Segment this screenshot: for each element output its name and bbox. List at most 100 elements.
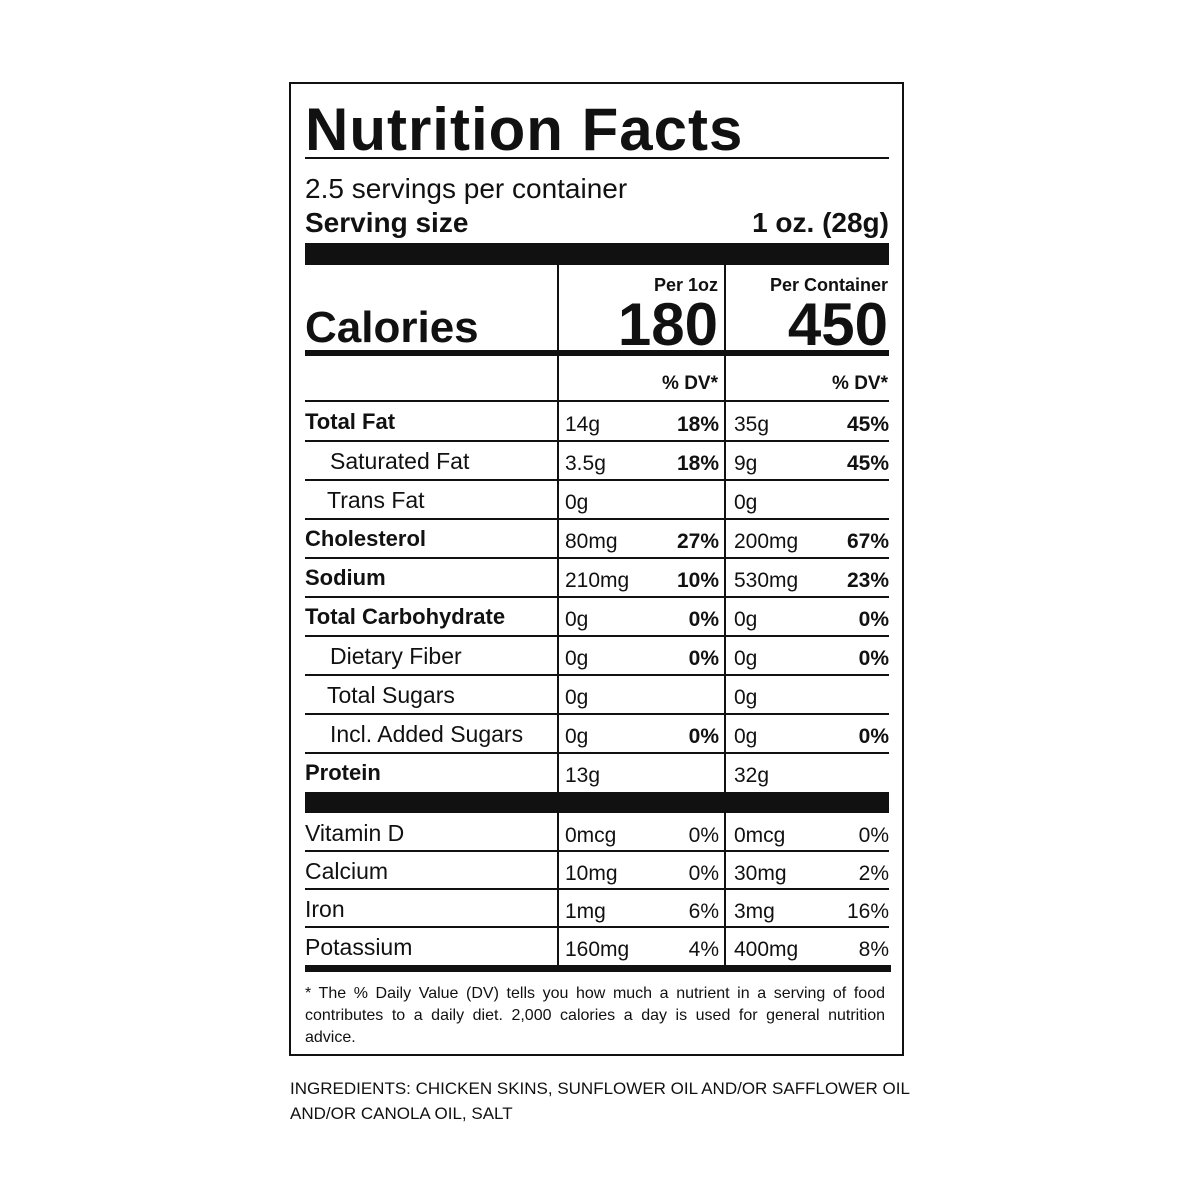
rule: [305, 888, 889, 890]
amount: 0mcg: [565, 824, 617, 847]
daily-value: 2%: [858, 862, 889, 885]
amount: 10mg: [565, 862, 618, 885]
amount: 1mg: [565, 900, 606, 923]
col-divider: [557, 265, 559, 350]
rule: [305, 479, 889, 481]
label-border: [289, 82, 904, 1056]
col-divider: [724, 356, 726, 792]
rule: [305, 157, 889, 159]
amount: 0g: [565, 608, 589, 631]
daily-value: 18%: [676, 413, 719, 436]
daily-value: 0%: [688, 608, 719, 631]
daily-value: 0%: [688, 862, 719, 885]
amount: 0g: [734, 725, 758, 748]
col1-heading: Per 1oz: [653, 275, 718, 295]
amount: 0g: [565, 491, 589, 514]
amount: 0g: [734, 686, 758, 709]
nutrient-name: Calcium: [305, 858, 389, 884]
nutrient-name: Sodium: [305, 565, 386, 590]
daily-value: 67%: [846, 530, 889, 553]
daily-value: 23%: [846, 569, 889, 592]
calories-label: Calories: [305, 303, 479, 352]
amount: 160mg: [565, 938, 630, 961]
daily-value: 16%: [846, 900, 889, 923]
nutrient-name: Total Sugars: [327, 682, 455, 708]
daily-value: 8%: [858, 938, 889, 961]
amount: 3.5g: [565, 452, 606, 475]
amount: 200mg: [734, 530, 799, 553]
thick-bar: [305, 243, 889, 265]
rule: [305, 635, 889, 637]
rule: [305, 518, 889, 520]
medium-bar: [305, 965, 891, 972]
daily-value: 45%: [846, 452, 889, 475]
rule: [305, 440, 889, 442]
rule: [305, 400, 889, 402]
amount: 210mg: [565, 569, 630, 592]
amount: 13g: [565, 764, 601, 787]
daily-value: 0%: [858, 725, 889, 748]
daily-value: 10%: [676, 569, 719, 592]
nutrient-name: Protein: [305, 760, 381, 785]
amount: 530mg: [734, 569, 799, 592]
amount: 30mg: [734, 862, 787, 885]
rule: [305, 596, 889, 598]
nutrient-name: Total Fat: [305, 409, 396, 434]
amount: 3mg: [734, 900, 775, 923]
title: Nutrition Facts: [305, 96, 744, 163]
daily-value: 18%: [676, 452, 719, 475]
rule: [305, 557, 889, 559]
nutrient-name: Trans Fat: [327, 487, 425, 513]
rule: [305, 752, 889, 754]
thick-bar: [305, 792, 889, 813]
col2-heading: Per Container: [769, 275, 888, 295]
nutrient-name: Total Carbohydrate: [305, 604, 506, 629]
daily-value: 0%: [688, 725, 719, 748]
amount: 80mg: [565, 530, 618, 553]
nutrient-name: Vitamin D: [305, 820, 405, 846]
amount: 400mg: [734, 938, 799, 961]
medium-bar: [305, 350, 889, 356]
amount: 0g: [734, 647, 758, 670]
daily-value: 45%: [846, 413, 889, 436]
amount: 0g: [565, 686, 589, 709]
rule: [305, 926, 889, 928]
footnote: * The % Daily Value (DV) tells you how m…: [305, 985, 885, 1046]
amount: 0g: [565, 725, 589, 748]
amount: 0g: [734, 608, 758, 631]
amount: 35g: [734, 413, 770, 436]
daily-value: 0%: [858, 608, 889, 631]
serving-size-value: 1 oz. (28g): [752, 207, 889, 238]
rule: [305, 850, 889, 852]
col1-calories: 180: [617, 291, 718, 358]
dv-heading: % DV*: [662, 373, 718, 394]
rule: [305, 674, 889, 676]
amount: 0g: [565, 647, 589, 670]
serving-size-label: Serving size: [305, 207, 469, 238]
ingredients: INGREDIENTS: CHICKEN SKINS, SUNFLOWER OI…: [290, 1079, 910, 1123]
servings: 2.5 servings per container: [305, 173, 628, 204]
daily-value: 6%: [688, 900, 719, 923]
dv-heading: % DV*: [832, 373, 888, 394]
nutrient-name: Dietary Fiber: [330, 643, 462, 669]
nutrient-name: Incl. Added Sugars: [330, 721, 524, 747]
amount: 0mcg: [734, 824, 786, 847]
col2-calories: 450: [787, 291, 888, 358]
daily-value: 0%: [858, 824, 889, 847]
daily-value: 0%: [858, 647, 889, 670]
amount: 32g: [734, 764, 770, 787]
nutrient-name: Saturated Fat: [330, 448, 470, 474]
col-divider: [557, 356, 559, 792]
nutrient-name: Cholesterol: [305, 526, 427, 551]
col-divider: [724, 265, 726, 350]
rule: [305, 713, 889, 715]
amount: 14g: [565, 413, 601, 436]
daily-value: 0%: [688, 824, 719, 847]
amount: 9g: [734, 452, 758, 475]
daily-value: 4%: [688, 938, 719, 961]
nutrient-name: Potassium: [305, 934, 413, 960]
daily-value: 0%: [688, 647, 719, 670]
amount: 0g: [734, 491, 758, 514]
daily-value: 27%: [676, 530, 719, 553]
